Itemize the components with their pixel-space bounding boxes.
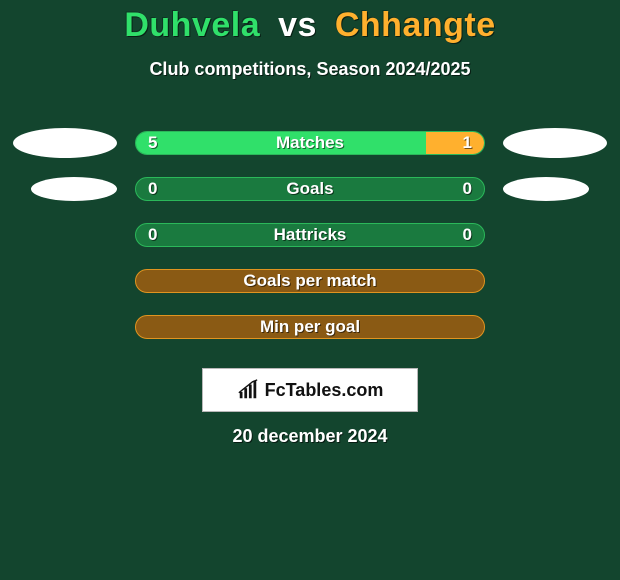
player2-badge: [503, 128, 607, 158]
comparison-infographic: Duhvela vs Chhangte Club competitions, S…: [0, 0, 620, 580]
player1-badge: [13, 128, 117, 158]
stat-label: Goals per match: [243, 271, 376, 291]
stat-bar: 5 Matches 1: [135, 131, 485, 155]
stat-label: Hattricks: [274, 225, 347, 245]
title-vs: vs: [278, 6, 317, 44]
stat-bar: 0 Hattricks 0: [135, 223, 485, 247]
stat-label: Goals: [286, 179, 333, 199]
stat-row: 0 Hattricks 0: [0, 212, 620, 258]
stat-bar: Min per goal: [135, 315, 485, 339]
stat-row: Min per goal: [0, 304, 620, 350]
chart-bars-icon: [237, 379, 259, 401]
title-player2: Chhangte: [335, 6, 496, 44]
stat-row: 0 Goals 0: [0, 166, 620, 212]
page-title: Duhvela vs Chhangte: [0, 0, 620, 45]
subtitle: Club competitions, Season 2024/2025: [0, 59, 620, 80]
stat-value-left: 0: [148, 179, 157, 199]
title-player1: Duhvela: [124, 6, 260, 44]
stat-value-right: 0: [463, 225, 472, 245]
stat-value-left: 5: [148, 133, 157, 153]
stat-value-right: 1: [463, 133, 472, 153]
player2-badge: [503, 177, 589, 201]
watermark: FcTables.com: [202, 368, 418, 412]
date-text: 20 december 2024: [0, 426, 620, 447]
bar-fill-right: [426, 132, 484, 154]
stats-container: 5 Matches 1 0 Goals 0 0 Hattricks 0 Goals per mat…: [0, 120, 620, 350]
stat-row: 5 Matches 1: [0, 120, 620, 166]
watermark-text: FcTables.com: [265, 380, 384, 401]
stat-label: Min per goal: [260, 317, 360, 337]
stat-row: Goals per match: [0, 258, 620, 304]
stat-value-left: 0: [148, 225, 157, 245]
stat-label: Matches: [276, 133, 344, 153]
stat-bar: 0 Goals 0: [135, 177, 485, 201]
stat-bar: Goals per match: [135, 269, 485, 293]
stat-value-right: 0: [463, 179, 472, 199]
player1-badge: [31, 177, 117, 201]
